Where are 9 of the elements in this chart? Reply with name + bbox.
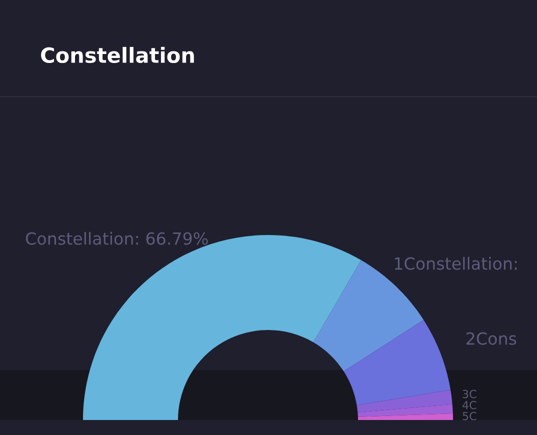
slice-label: 4C (462, 400, 476, 410)
slice-label: 5C (462, 412, 476, 420)
chart-title: Constellation (41, 46, 194, 64)
slice-label: 1Constellation (394, 256, 512, 270)
data-label: : (514, 260, 517, 270)
data-label: : 66.79% (136, 232, 208, 245)
slice-label: Constellation (26, 232, 133, 245)
slice-label: 2Cons (466, 332, 516, 345)
slice-label: 3C (462, 390, 476, 398)
